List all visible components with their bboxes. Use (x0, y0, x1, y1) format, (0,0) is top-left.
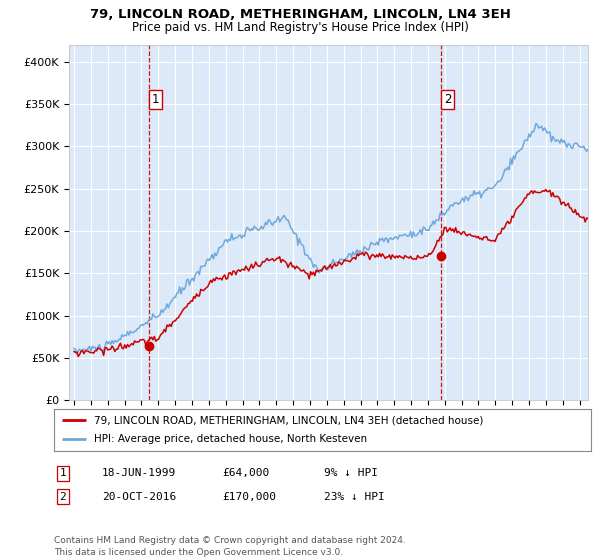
Text: 1: 1 (59, 468, 67, 478)
Text: 2: 2 (59, 492, 67, 502)
Text: £170,000: £170,000 (222, 492, 276, 502)
Text: Contains HM Land Registry data © Crown copyright and database right 2024.
This d: Contains HM Land Registry data © Crown c… (54, 536, 406, 557)
Text: £64,000: £64,000 (222, 468, 269, 478)
Text: 2: 2 (444, 94, 451, 106)
Text: 20-OCT-2016: 20-OCT-2016 (102, 492, 176, 502)
Text: 9% ↓ HPI: 9% ↓ HPI (324, 468, 378, 478)
Text: 23% ↓ HPI: 23% ↓ HPI (324, 492, 385, 502)
Text: HPI: Average price, detached house, North Kesteven: HPI: Average price, detached house, Nort… (94, 435, 367, 445)
Text: 79, LINCOLN ROAD, METHERINGHAM, LINCOLN, LN4 3EH: 79, LINCOLN ROAD, METHERINGHAM, LINCOLN,… (89, 8, 511, 21)
Text: 1: 1 (152, 94, 159, 106)
Text: 18-JUN-1999: 18-JUN-1999 (102, 468, 176, 478)
Text: Price paid vs. HM Land Registry's House Price Index (HPI): Price paid vs. HM Land Registry's House … (131, 21, 469, 34)
Text: 79, LINCOLN ROAD, METHERINGHAM, LINCOLN, LN4 3EH (detached house): 79, LINCOLN ROAD, METHERINGHAM, LINCOLN,… (94, 415, 484, 425)
